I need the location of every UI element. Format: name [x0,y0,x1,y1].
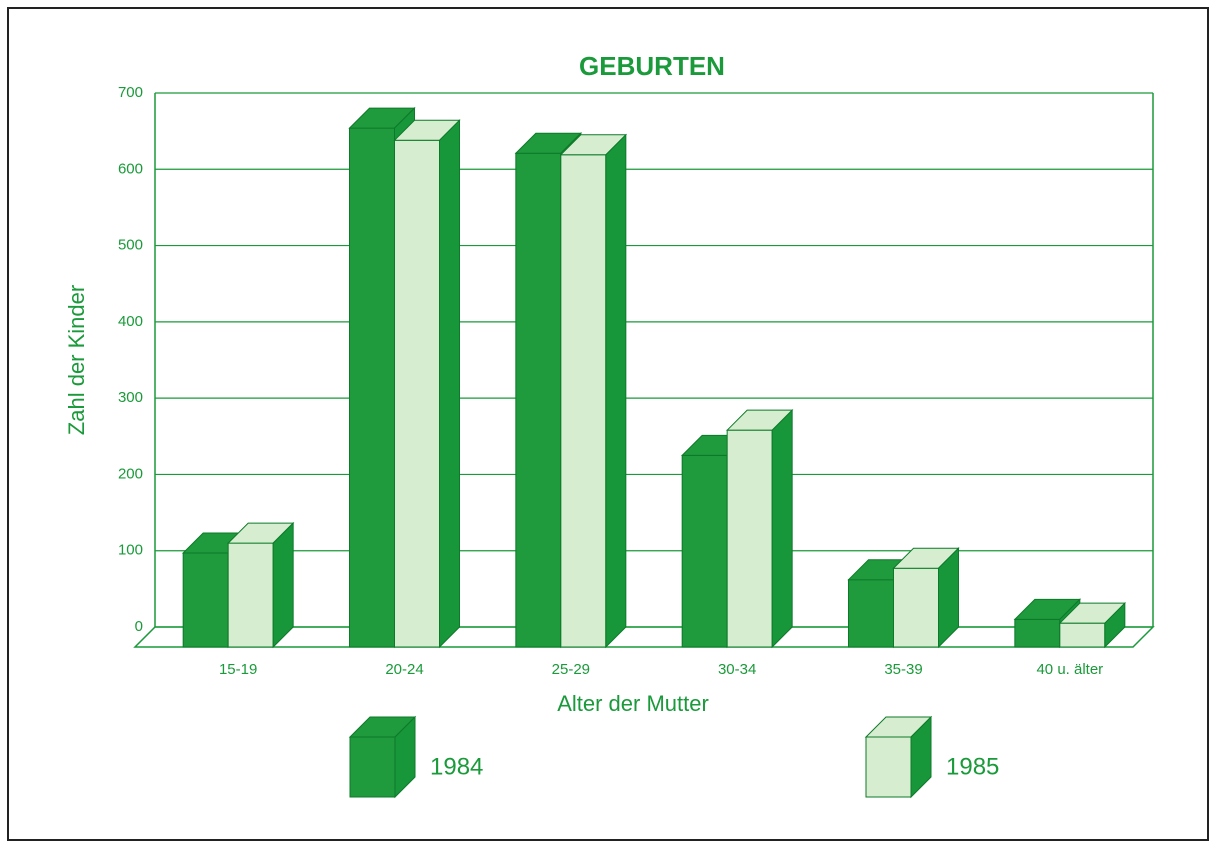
y-tick-label: 300 [118,389,143,406]
y-tick-label: 500 [118,237,143,254]
bar [1058,601,1127,649]
bar-side [1104,601,1126,649]
bar-side [439,119,460,649]
legend-swatch [864,715,933,799]
x-tick-label: 20-24 [385,661,423,678]
bar [393,119,461,649]
legend-label: 1985 [946,753,999,780]
x-tick-label: 40 u. älter [1036,661,1103,678]
bar-front [349,127,395,648]
bar-side [394,715,416,799]
bar-side [938,547,959,649]
y-tick-label: 700 [118,84,143,101]
bar-front [726,429,773,648]
bar-front [227,542,274,648]
bar-front [865,736,912,798]
x-axis-label: Alter der Mutter [557,691,709,716]
legend-swatch [348,715,417,799]
bar-front [1059,622,1106,648]
y-tick-label: 400 [118,313,143,330]
bar-front [1014,618,1061,648]
bar-front [182,552,229,648]
y-tick-label: 100 [118,542,143,559]
chart-title: GEBURTEN [579,51,725,81]
y-tick-label: 600 [118,160,143,177]
x-tick-label: 25-29 [552,661,590,678]
bar-front [681,454,728,648]
bar [559,133,628,649]
bar-side [272,521,294,649]
bar-side [605,133,627,649]
bar-side [771,408,793,649]
bar [725,408,794,649]
bar-front [349,736,396,798]
bar-front [394,139,440,648]
y-tick-label: 0 [135,618,143,635]
bar [892,547,960,649]
bar-front [560,154,607,648]
y-axis-label: Zahl der Kinder [64,285,89,435]
legend-label: 1984 [430,753,483,780]
x-tick-label: 30-34 [718,661,756,678]
bar [226,521,295,649]
y-tick-label: 200 [118,465,143,482]
bar-front [515,152,562,648]
bar-front [893,567,939,648]
x-tick-label: 35-39 [884,661,922,678]
bar-side [910,715,932,799]
x-tick-label: 15-19 [219,661,257,678]
bar-front [848,579,894,648]
